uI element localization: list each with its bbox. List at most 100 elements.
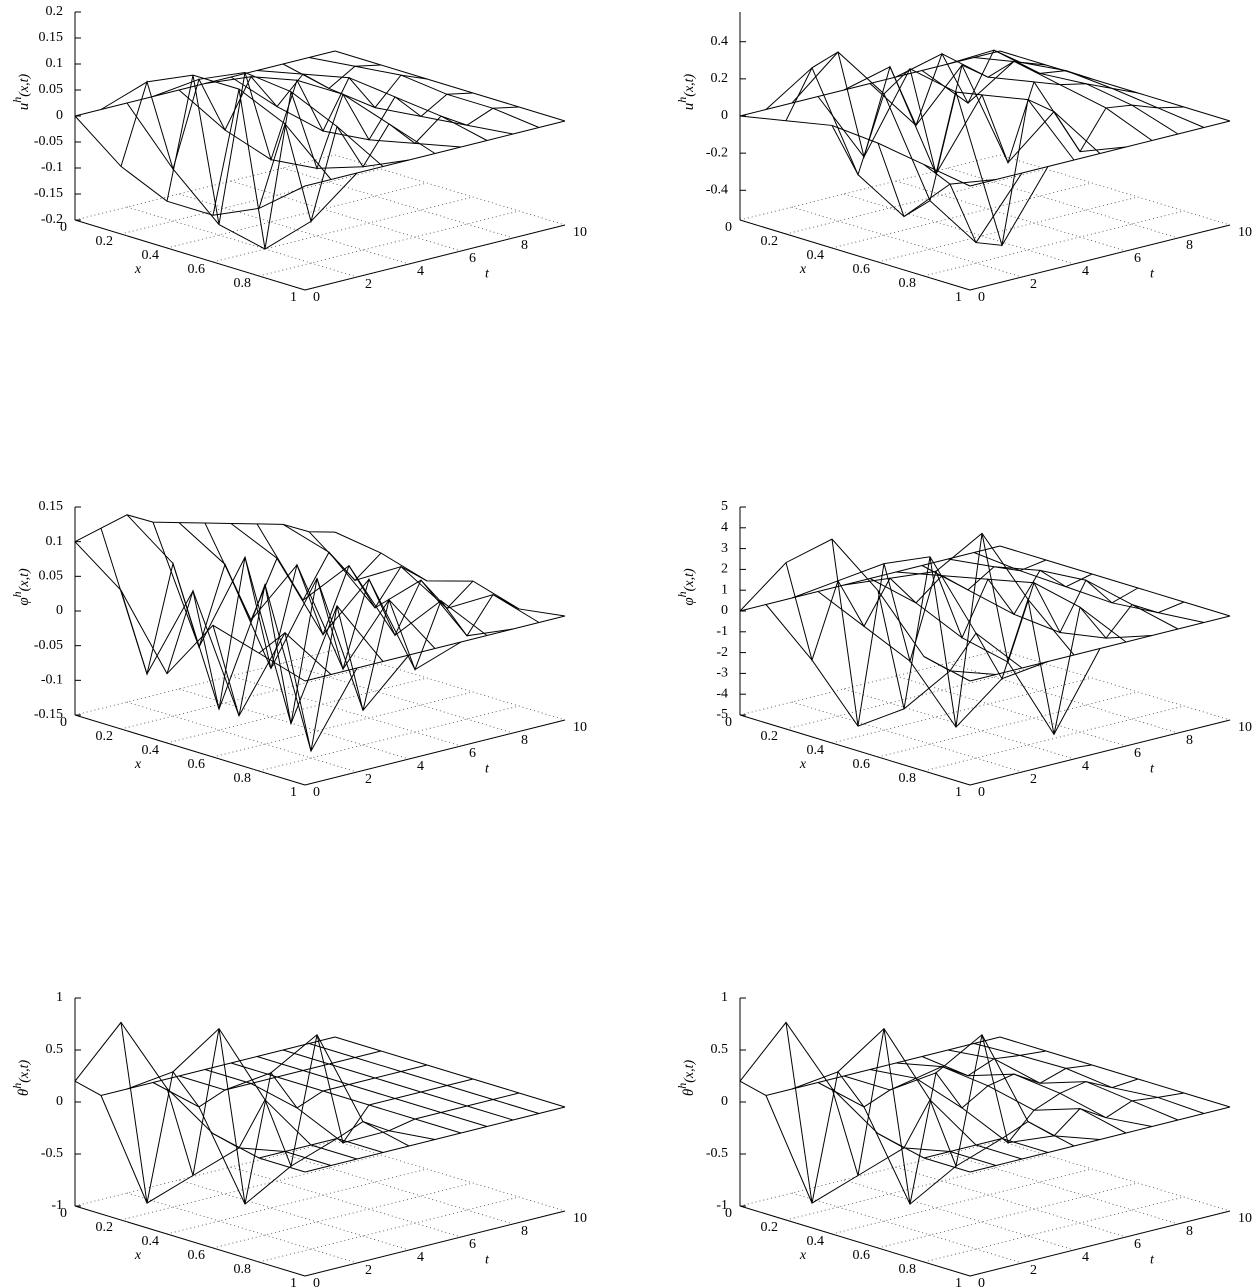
mesh-line — [178, 89, 410, 169]
grid-line — [739, 154, 1001, 221]
z-label-sup: h — [675, 1083, 689, 1089]
z-tick-label: -0.2 — [41, 212, 63, 227]
grid-line — [74, 154, 336, 221]
x-axis — [74, 219, 306, 291]
z-tick-label: -0.05 — [34, 134, 63, 149]
y-tick-label: 10 — [573, 225, 587, 240]
y-tick-label: 2 — [1030, 277, 1037, 292]
grid-line — [212, 691, 474, 758]
y-tick-label: 4 — [1082, 1250, 1089, 1265]
mesh-line — [739, 1021, 971, 1173]
x-tick-label: 0.6 — [853, 262, 871, 277]
grid-line — [791, 701, 1023, 773]
mesh-line — [74, 1036, 336, 1097]
y-tick-label: 10 — [573, 720, 587, 735]
z-tick-label: -2 — [716, 645, 728, 660]
x-tick-label: 0.2 — [761, 729, 779, 744]
y-axis — [969, 224, 1231, 291]
grid-line — [831, 1168, 1093, 1235]
y-tick-label: 4 — [1082, 264, 1089, 279]
x-tick-label: 0 — [60, 220, 67, 235]
x-tick-label: 1 — [290, 785, 297, 800]
z-label-args: (x,t) — [682, 1060, 697, 1083]
mesh-line — [212, 577, 474, 724]
mesh-line — [895, 53, 1127, 153]
mesh-line — [843, 532, 1075, 656]
mesh-line — [739, 1036, 1001, 1097]
x-axis-label: x — [799, 757, 807, 772]
grid-line — [785, 168, 1047, 235]
mesh-line — [973, 552, 1205, 623]
grid-line — [230, 180, 462, 252]
z-tick-label: 2 — [721, 562, 728, 577]
mesh-line — [895, 571, 1127, 643]
mesh-line — [212, 1034, 474, 1168]
mesh-line — [308, 1043, 540, 1114]
z-label-symbol: u — [681, 103, 697, 111]
mesh-line — [877, 533, 1139, 728]
grid-line — [923, 1196, 1185, 1263]
z-axis-label: θh(x,t) — [10, 1060, 33, 1097]
y-tick-label: 4 — [1082, 759, 1089, 774]
mesh-line — [100, 74, 332, 180]
mesh-line — [258, 593, 520, 752]
y-axis — [304, 224, 566, 291]
z-tick-label: 5 — [721, 499, 728, 514]
x-tick-label: 0.2 — [96, 234, 114, 249]
z-tick-label: -0.5 — [706, 1146, 728, 1161]
z-tick-label: 0.5 — [711, 1042, 729, 1057]
x-axis — [74, 714, 306, 786]
x-tick-label: 0.4 — [807, 248, 825, 263]
y-tick-label: 6 — [469, 1237, 476, 1252]
y-tick-label: 4 — [417, 759, 424, 774]
y-axis — [969, 719, 1231, 786]
mesh-line — [969, 120, 1231, 187]
x-tick-label: 0.4 — [807, 743, 825, 758]
z-tick-label: 3 — [721, 541, 728, 556]
z-label-sup: h — [10, 1083, 24, 1089]
mesh-line — [785, 49, 1047, 159]
grid-line — [126, 701, 358, 773]
mesh-line — [258, 1092, 520, 1159]
x-tick-label: 0.2 — [761, 234, 779, 249]
grid-line — [282, 662, 514, 734]
z-label-symbol: φ — [16, 597, 32, 605]
mesh-line — [256, 1056, 488, 1127]
z-tick-label: 0.5 — [46, 1042, 64, 1057]
mesh-line — [308, 57, 540, 128]
y-axis-label: t — [1150, 762, 1155, 777]
y-tick-label: 4 — [417, 264, 424, 279]
y-tick-label: 0 — [313, 1276, 320, 1288]
mesh-line — [817, 591, 1049, 728]
x-tick-label: 0.8 — [234, 276, 252, 291]
mesh-line — [895, 1062, 1127, 1134]
grid-line — [178, 1179, 410, 1251]
z-label-sup: h — [10, 97, 24, 103]
grid-line — [831, 677, 1093, 744]
z-label-sup: h — [10, 591, 24, 597]
mesh-line — [817, 68, 1049, 247]
x-axis — [739, 1205, 971, 1277]
grid-line — [258, 705, 520, 772]
mesh-line — [166, 1028, 428, 1205]
mesh-line — [120, 551, 382, 676]
grid-line — [843, 1179, 1075, 1251]
grid-line — [739, 649, 1001, 716]
grid-line — [166, 677, 428, 744]
mesh-line — [843, 1034, 1075, 1147]
mesh-line — [334, 1036, 566, 1108]
z-label-sup: h — [675, 97, 689, 103]
grid-line — [947, 167, 1179, 239]
x-tick-label: 0.2 — [96, 729, 114, 744]
z-axis-label: φh(x,t) — [10, 568, 33, 606]
z-tick-label: 0 — [56, 1094, 63, 1109]
mesh-line — [831, 1028, 1093, 1205]
y-tick-label: 8 — [521, 733, 528, 748]
mesh-line — [230, 523, 462, 671]
mesh-line — [791, 1027, 1023, 1160]
z-tick-label: 1 — [721, 582, 728, 597]
mesh-line — [817, 1082, 1049, 1205]
mesh-line — [100, 1095, 332, 1204]
grid-line — [923, 705, 1185, 772]
